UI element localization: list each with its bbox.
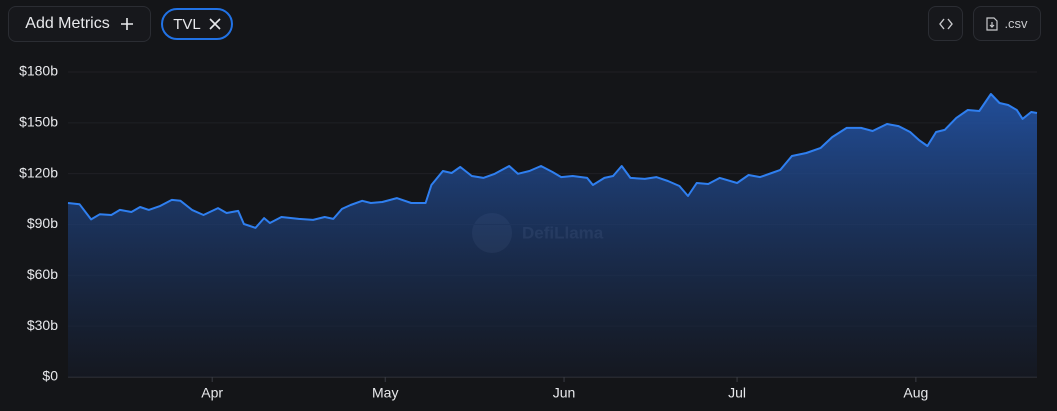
plus-icon xyxy=(120,18,133,30)
file-icon xyxy=(986,16,999,31)
y-tick-label: $0 xyxy=(42,368,58,384)
add-metrics-label: Add Metrics xyxy=(25,15,110,32)
code-icon xyxy=(938,18,953,29)
tvl-line xyxy=(67,93,1038,229)
metric-chip[interactable]: TVL xyxy=(161,8,233,40)
csv-button[interactable]: .csv xyxy=(973,6,1041,41)
y-tick-label: $150b xyxy=(19,114,58,130)
add-metrics-button[interactable]: Add Metrics xyxy=(8,6,151,42)
y-tick-label: $60b xyxy=(27,266,58,282)
metric-chip-label: TVL xyxy=(173,15,201,33)
x-tick-label: Jun xyxy=(553,385,576,401)
close-icon[interactable] xyxy=(209,18,221,30)
embed-button[interactable] xyxy=(928,6,963,41)
y-tick-label: $120b xyxy=(19,164,58,180)
y-tick-label: $30b xyxy=(27,317,58,333)
x-tick-label: Aug xyxy=(903,385,928,401)
y-tick-label: $90b xyxy=(27,215,58,231)
csv-label: .csv xyxy=(1004,16,1028,31)
y-tick-label: $180b xyxy=(19,63,58,79)
watermark-text: DefiLlama xyxy=(522,223,604,242)
watermark: DefiLlama xyxy=(472,213,604,253)
x-tick-label: May xyxy=(372,385,398,401)
x-tick-label: Apr xyxy=(201,385,223,401)
x-tick-label: Jul xyxy=(728,385,746,401)
area-fill xyxy=(68,94,1037,377)
